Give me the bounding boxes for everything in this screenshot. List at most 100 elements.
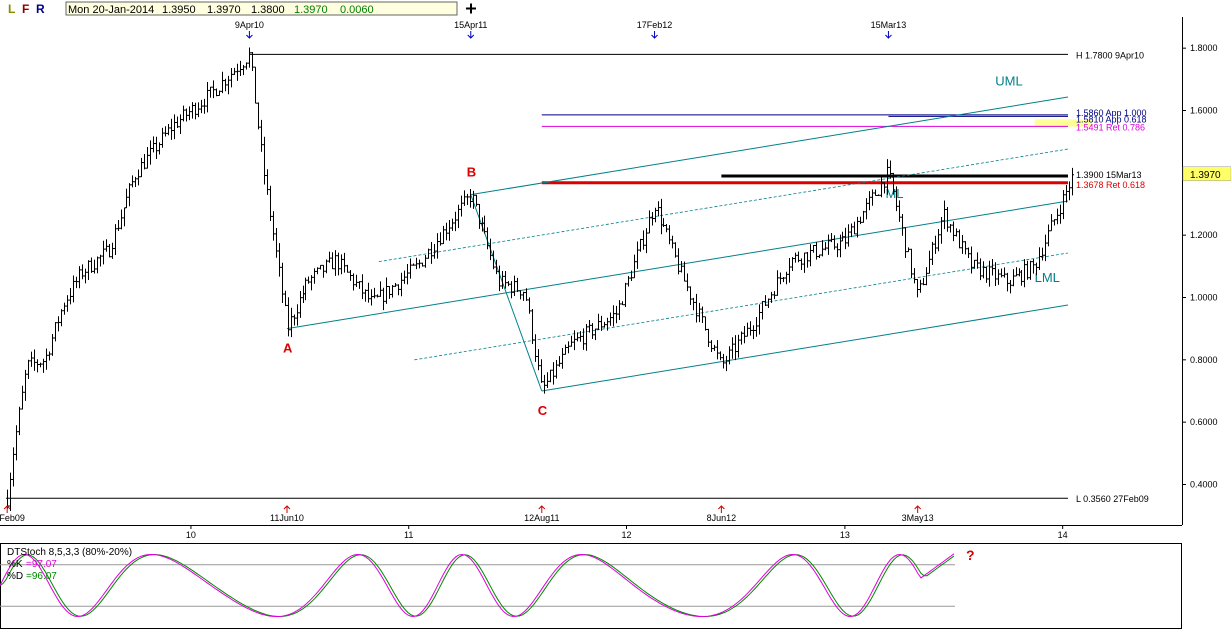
price-bar	[483, 215, 486, 234]
price-bar	[1044, 234, 1047, 262]
price-bar	[600, 315, 603, 331]
price-bar	[239, 60, 242, 77]
crosshair-icon[interactable]	[466, 3, 476, 14]
price-bar	[442, 225, 445, 245]
price-bar	[692, 297, 695, 311]
price-bar	[782, 276, 785, 283]
price-bar	[24, 369, 27, 401]
y-tick-label: 1.6000	[1190, 105, 1218, 115]
price-bar	[42, 358, 45, 373]
price-bar	[907, 247, 910, 253]
price-bar	[886, 159, 889, 195]
price-bar	[418, 259, 421, 269]
arrow-down-icon	[651, 31, 658, 39]
price-bar	[170, 118, 173, 140]
price-bar	[143, 154, 146, 170]
price-bar	[281, 262, 284, 303]
price-bar	[606, 317, 609, 331]
quote-open: 1.3950	[162, 4, 196, 16]
price-bar	[755, 317, 758, 337]
oscillator-series-value-0: =97.07	[26, 559, 57, 570]
price-bar	[197, 102, 200, 118]
price-bar	[39, 362, 42, 368]
price-bar	[495, 259, 498, 275]
price-bar	[579, 331, 582, 342]
price-bar	[674, 242, 677, 258]
price-bar	[361, 274, 364, 300]
price-bar	[803, 252, 806, 273]
price-bar	[925, 267, 928, 286]
price-bar	[767, 298, 770, 308]
price-bar	[850, 223, 853, 238]
price-bar	[69, 287, 72, 305]
price-bar	[105, 239, 108, 252]
toolbar-button-l[interactable]: L	[8, 2, 15, 16]
quote-high: 1.3970	[207, 4, 241, 16]
price-bar	[827, 234, 830, 255]
stoch-k-line	[0, 553, 955, 618]
oscillator-panel: DTStoch 8,5,3,3 (80%-20%)%K =97.07%D =96.0…	[0, 543, 1182, 629]
price-bar	[51, 334, 54, 356]
price-bar	[27, 359, 30, 380]
price-bar	[340, 254, 343, 275]
price-bar	[549, 369, 552, 383]
price-bar	[164, 126, 167, 137]
price-bar	[269, 185, 272, 222]
price-bar	[266, 169, 269, 195]
pivot-label-b: B	[467, 165, 476, 180]
price-bar	[12, 447, 15, 487]
price-bar	[543, 374, 546, 394]
price-bar	[979, 258, 982, 281]
price-bar	[585, 323, 588, 351]
price-bar	[146, 146, 149, 169]
price-bar	[454, 211, 457, 232]
price-bar	[716, 340, 719, 360]
price-bar	[797, 251, 800, 263]
y-tick-label: 1.8000	[1190, 43, 1218, 53]
price-bar	[844, 227, 847, 250]
price-bar	[865, 198, 868, 220]
price-bar	[448, 220, 451, 241]
price-bar	[1047, 224, 1050, 247]
price-bar	[179, 114, 182, 134]
price-bar	[916, 279, 919, 298]
level-label-4: 1.5491 Ret 0.786	[1076, 122, 1145, 132]
price-bar	[627, 276, 630, 287]
level-label-5: 1.3900 15Mar13	[1076, 170, 1142, 180]
price-bar	[507, 281, 510, 287]
price-bar	[680, 261, 683, 273]
price-bar	[546, 372, 549, 389]
price-bar	[513, 275, 516, 296]
pitchfork-label-lml: LML	[1035, 270, 1060, 285]
y-tick-label: 1.0000	[1190, 292, 1218, 302]
price-bar	[478, 203, 481, 229]
price-bar	[570, 335, 573, 347]
price-bar	[161, 127, 164, 148]
price-bar	[319, 264, 322, 270]
price-bar	[815, 242, 818, 260]
price-bar	[328, 251, 331, 263]
price-bar	[758, 304, 761, 335]
price-bar	[955, 228, 958, 237]
x-tick-label: 12	[621, 530, 631, 540]
pitchfork-label-uml: UML	[995, 74, 1022, 89]
price-bar	[33, 349, 36, 371]
price-bar	[731, 337, 734, 359]
price-bar	[436, 233, 439, 259]
price-bar	[528, 297, 531, 314]
price-bar	[836, 243, 839, 258]
price-bar	[901, 213, 904, 236]
price-bar	[385, 277, 388, 304]
price-bar	[1035, 262, 1038, 276]
toolbar-button-f[interactable]: F	[22, 2, 29, 16]
price-bar	[284, 290, 287, 307]
toolbar-button-r[interactable]: R	[36, 2, 45, 16]
price-bar	[173, 114, 176, 140]
price-bar	[313, 268, 316, 284]
pivot-label-c: C	[538, 403, 548, 418]
price-bar	[272, 211, 275, 241]
price-bar	[552, 362, 555, 385]
price-bar	[603, 321, 606, 328]
price-bar	[591, 323, 594, 339]
price-bar	[376, 294, 379, 298]
